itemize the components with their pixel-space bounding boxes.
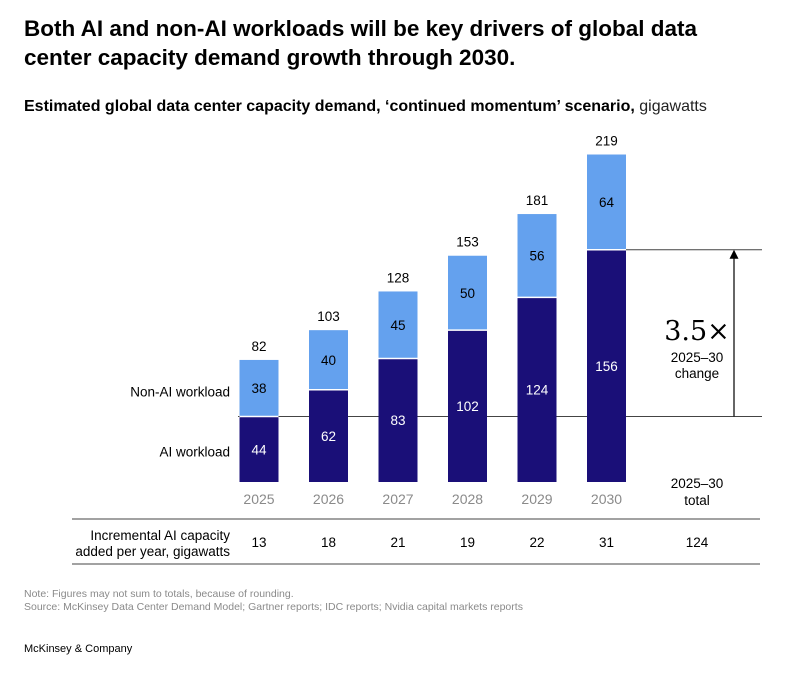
source-note: Source: McKinsey Data Center Demand Mode… (24, 601, 523, 613)
headline: Both AI and non-AI workloads will be key… (24, 16, 698, 70)
value-label-ai-2027: 83 (390, 413, 405, 428)
bar-non-ai-2027 (378, 291, 418, 359)
value-label-ai-2028: 102 (456, 399, 479, 414)
bar-ai-2025 (239, 416, 279, 482)
bar-non-ai-2028 (448, 255, 487, 331)
value-label-non-ai-2027: 45 (390, 318, 405, 333)
bar-non-ai-2030 (587, 154, 626, 250)
legend-ai: AI workload (159, 445, 230, 460)
subtitle-unit: gigawatts (639, 98, 707, 115)
value-label-non-ai-2026: 40 (321, 353, 336, 368)
bar-ai-2030 (587, 249, 626, 482)
total-column-header-line1: 2025–30 (671, 476, 724, 491)
x-tick-label-2026: 2026 (313, 491, 344, 507)
incremental-value-2028: 19 (460, 535, 475, 550)
x-tick-label-2030: 2030 (591, 491, 622, 507)
incremental-value-2027: 21 (390, 535, 405, 550)
bar-non-ai-2029 (517, 214, 557, 298)
change-label-line2: change (675, 366, 719, 381)
value-label-ai-2030: 156 (595, 359, 618, 374)
total-label-2025: 82 (251, 339, 266, 354)
bar-non-ai-2026 (309, 330, 348, 390)
bar-ai-2027 (378, 358, 418, 482)
value-label-ai-2025: 44 (251, 442, 267, 457)
value-label-ai-2026: 62 (321, 429, 336, 444)
bar-ai-2029 (517, 297, 557, 482)
bar-ai-2026 (309, 389, 348, 482)
bar-ai-2028 (448, 330, 487, 482)
x-tick-label-2029: 2029 (521, 491, 552, 507)
value-label-non-ai-2025: 38 (251, 381, 266, 396)
x-tick-label-2028: 2028 (452, 491, 483, 507)
incremental-row-label-line2: added per year, gigawatts (75, 544, 230, 559)
change-multiplier: 3.5× (664, 316, 730, 347)
incremental-value-2029: 22 (529, 535, 544, 550)
change-label-background (662, 312, 732, 388)
incremental-total: 124 (686, 535, 709, 550)
value-label-non-ai-2028: 50 (460, 286, 475, 301)
x-tick-label-2027: 2027 (382, 491, 413, 507)
value-label-ai-2029: 124 (526, 383, 549, 398)
total-label-2027: 128 (387, 270, 410, 285)
incremental-row-label-line1: Incremental AI capacity (90, 528, 230, 543)
incremental-value-2025: 13 (251, 535, 266, 550)
footnote: Note: Figures may not sum to totals, bec… (24, 588, 294, 600)
change-label-line1: 2025–30 (671, 350, 724, 365)
total-label-2030: 219 (595, 134, 618, 149)
bar-non-ai-2025 (239, 359, 279, 417)
subtitle-main: Estimated global data center capacity de… (24, 98, 635, 115)
total-label-2026: 103 (317, 309, 340, 324)
brand-logo-text: McKinsey & Company (24, 643, 133, 655)
legend-non-ai: Non-AI workload (130, 385, 230, 400)
value-label-non-ai-2029: 56 (529, 249, 544, 264)
change-arrow-head (729, 249, 739, 259)
chart-subtitle: Estimated global data center capacity de… (24, 98, 707, 116)
incremental-value-2030: 31 (599, 535, 614, 550)
incremental-value-2026: 18 (321, 535, 336, 550)
x-tick-label-2025: 2025 (243, 491, 274, 507)
total-column-header-line2: total (684, 493, 710, 508)
value-label-non-ai-2030: 64 (599, 195, 615, 210)
total-label-2028: 153 (456, 235, 479, 250)
total-label-2029: 181 (526, 193, 549, 208)
